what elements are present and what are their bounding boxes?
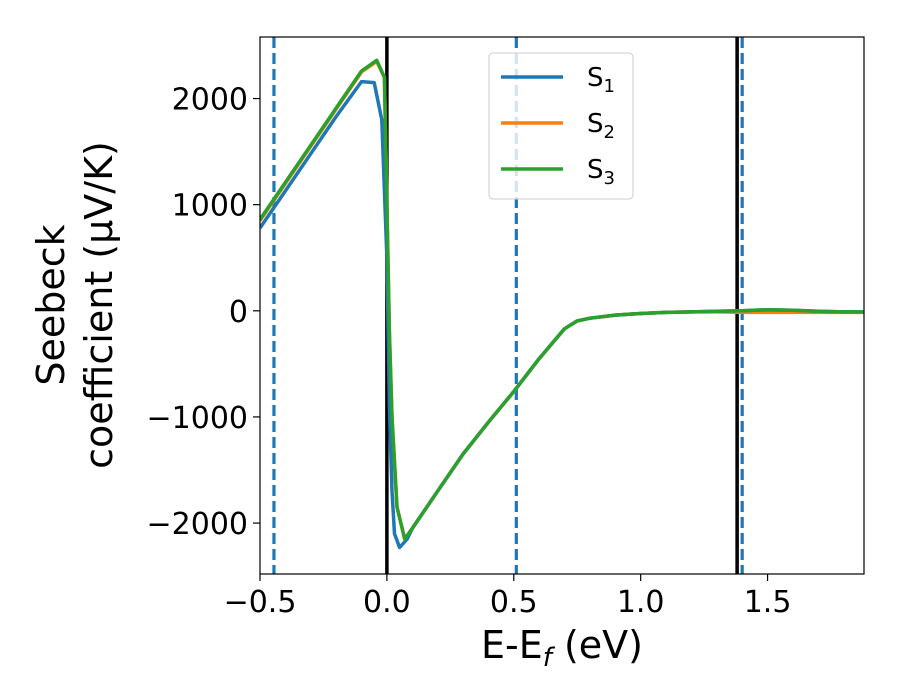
y-tick-label-3: 1000: [172, 189, 248, 224]
y-tick-label-0: −2000: [147, 507, 248, 542]
y-tick-label-4: 2000: [172, 83, 248, 118]
plot-frame: [259, 36, 865, 575]
y-tick-label-2: 0: [229, 295, 248, 330]
x-tick-label-3: 1.0: [617, 585, 665, 620]
series-lines: [260, 58, 864, 550]
legend-label-s3: S3: [587, 155, 615, 189]
x-axis-title-unit: (eV): [552, 623, 643, 667]
y-tick-label-1: −1000: [147, 401, 248, 436]
legend-label-s1: S1: [587, 63, 615, 97]
legend: S1 S2 S3: [488, 52, 634, 200]
x-axis-ticks: −0.5 0.0 0.5 1.0 1.5: [224, 574, 792, 620]
y-axis-title-line2: coefficient (μV/K): [77, 141, 121, 469]
legend-label-s2: S2: [587, 109, 615, 143]
x-tick-label-0: −0.5: [224, 585, 297, 620]
x-tick-label-4: 1.5: [744, 585, 792, 620]
x-tick-label-2: 0.5: [490, 585, 538, 620]
legend-items: S1 S2 S3: [501, 63, 615, 189]
y-axis-title-line1: Seebeck: [29, 224, 73, 385]
legend-frame: [488, 52, 634, 200]
x-axis-title: E-Ef (eV): [481, 623, 643, 673]
y-axis-ticks: −2000 −1000 0 1000 2000: [147, 83, 260, 542]
x-tick-label-1: 0.0: [363, 585, 411, 620]
series-line-s3: [260, 58, 864, 541]
x-axis-title-main: E-E: [481, 623, 543, 667]
